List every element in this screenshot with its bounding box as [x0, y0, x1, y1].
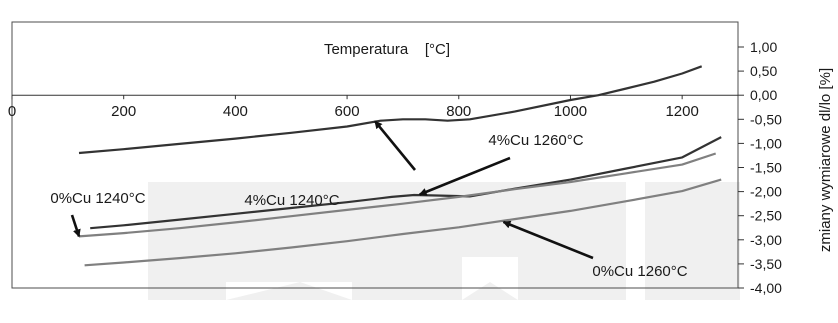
watermark-band-6: [645, 182, 740, 300]
y-tick-label: -1,00: [750, 135, 782, 151]
y-tick-label: -3,50: [750, 256, 782, 272]
annotation-arrow: [418, 156, 511, 196]
x-tick-label: 600: [335, 103, 360, 120]
series-line: [78, 65, 703, 155]
y-tick-label: 1,00: [750, 39, 777, 55]
watermark-chevron-2: [462, 282, 518, 300]
x-ticks: 0 200 400 600 800 1000 1200: [8, 95, 699, 120]
y-tick-label: -2,50: [750, 208, 782, 224]
series-line: [84, 178, 722, 267]
x-tick-label: 800: [446, 103, 471, 120]
y-tick-label: 0,00: [750, 87, 777, 103]
x-tick-label: 1200: [665, 103, 698, 120]
plot-frame: [11, 21, 739, 289]
y-axis-label: zmiany wymiarowe dl/lo [%]: [817, 68, 834, 252]
series-line: [78, 152, 717, 238]
annotation-layer: 4%Cu 1240°C 4%Cu 1260°C 0%Cu 1240°C 0%Cu 12…: [50, 120, 688, 280]
series-layer: [78, 65, 722, 267]
series-line: [90, 136, 722, 230]
y-tick-label: -2,00: [750, 184, 782, 200]
y-tick-label: -0,50: [750, 111, 782, 127]
watermark-band-1: [148, 182, 226, 300]
annotation-label: 4%Cu 1240°C: [244, 192, 339, 209]
y-tick-label: 0,50: [750, 63, 777, 79]
x-tick-label: 1000: [554, 103, 587, 120]
y-tick-label: -4,00: [750, 280, 782, 296]
annotation-label: 4%Cu 1260°C: [488, 132, 583, 149]
watermark-chevron-1: [226, 282, 352, 300]
chart-title: Temperatura [°C]: [324, 41, 450, 58]
watermark-band-3: [352, 182, 462, 300]
annotation-arrow: [373, 120, 417, 171]
watermark: [148, 182, 740, 300]
x-tick-label: 400: [223, 103, 248, 120]
annotation-arrow: [70, 214, 81, 238]
x-tick-label: 200: [111, 103, 136, 120]
watermark-band-2: [226, 182, 352, 282]
annotation-label: 0%Cu 1240°C: [50, 190, 145, 207]
y-tick-label: -1,50: [750, 160, 782, 176]
annotation-arrow: [502, 220, 594, 260]
annotation-label: 0%Cu 1260°C: [592, 263, 687, 280]
y-tick-label: -3,00: [750, 232, 782, 248]
y-ticks: 1,00 0,50 0,00 -0,50 -1,00 -1,50 -2,00 -2,50 -3,…: [738, 39, 782, 296]
x-tick-label: 0: [8, 103, 16, 120]
watermark-band-5: [518, 182, 626, 300]
